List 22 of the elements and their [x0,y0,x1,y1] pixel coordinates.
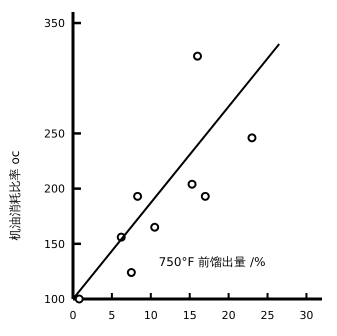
x-tick-label: 5 [108,309,116,322]
y-tick-label: 150 [44,238,65,251]
x-axis-title: 750°F 前馏出量 /% [158,254,266,269]
point [74,294,84,304]
x-tick-label: 0 [70,309,76,322]
y-tick-label: 350 [44,17,65,30]
point [200,192,210,201]
y-tick-label: 250 [44,127,65,140]
x-tick-label: 25 [260,309,275,322]
point [126,268,136,278]
y-axis-title: 机油消耗比率 oc [8,150,22,240]
point [133,192,142,201]
point [247,133,256,142]
point [150,222,160,232]
x-tick-label: 20 [222,309,236,322]
y-tick-label: 200 [44,182,65,196]
x-tick-label: 10 [144,309,158,322]
x-tick-label: 15 [182,309,197,322]
x-tick-label: 30 [299,309,314,322]
y-tick-label: 100 [44,293,65,306]
point [193,52,202,61]
point [188,180,197,189]
